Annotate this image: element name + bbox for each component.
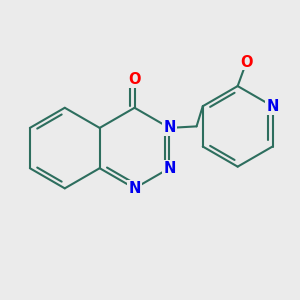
- Text: N: N: [266, 99, 279, 114]
- Text: N: N: [128, 181, 141, 196]
- Text: N: N: [163, 120, 176, 135]
- Text: O: O: [128, 72, 141, 87]
- Text: O: O: [240, 55, 253, 70]
- Text: N: N: [163, 161, 176, 176]
